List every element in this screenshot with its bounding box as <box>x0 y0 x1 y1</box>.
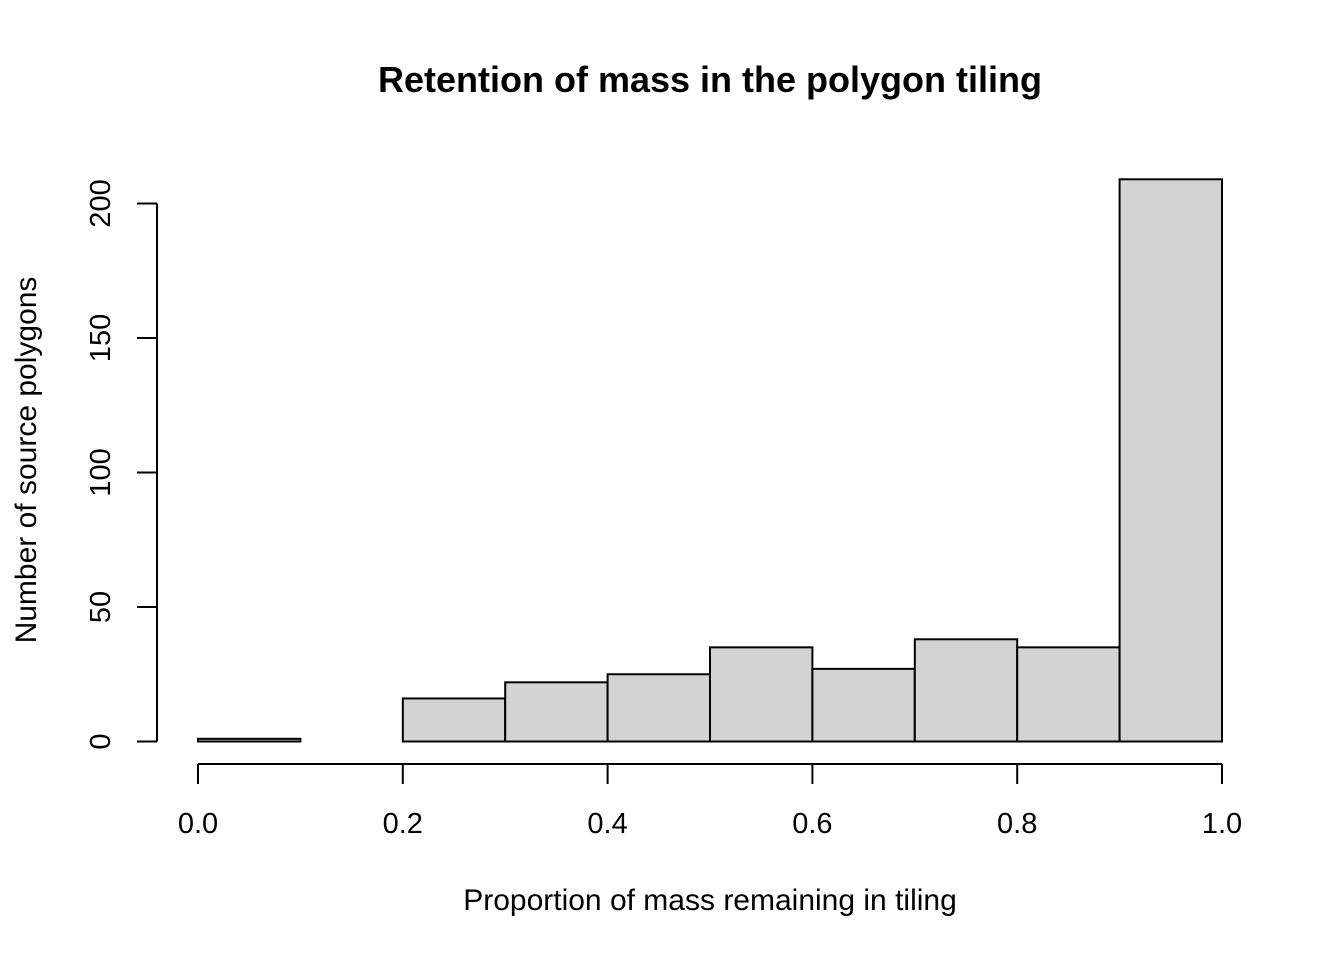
bars-group <box>197 178 1223 743</box>
x-tick-label: 0.6 <box>792 808 832 840</box>
x-tick-label: 0.2 <box>383 808 423 840</box>
y-tick-label: 200 <box>85 179 117 227</box>
histogram-bar <box>401 697 507 743</box>
y-tick-label: 100 <box>85 448 117 496</box>
histogram-bar <box>504 681 609 743</box>
chart-title: Retention of mass in the polygon tiling <box>378 59 1042 100</box>
x-tick-label: 0.0 <box>178 808 218 840</box>
x-axis-label: Proportion of mass remaining in tiling <box>463 884 957 917</box>
y-axis: 0 50 100 150 200 <box>85 179 158 750</box>
histogram-bar <box>606 673 711 743</box>
y-tick-label: 50 <box>85 591 117 623</box>
x-tick-label: 0.8 <box>997 808 1037 840</box>
histogram-bar <box>913 638 1019 743</box>
y-tick-label: 150 <box>85 314 117 362</box>
x-tick-label: 1.0 <box>1202 808 1242 840</box>
y-tick-label: 0 <box>85 733 117 749</box>
histogram-bar <box>197 737 302 743</box>
x-axis: 0.0 0.2 0.4 0.6 0.8 1.0 <box>178 763 1242 840</box>
histogram-bar <box>1118 178 1223 743</box>
y-axis-label: Number of source polygons <box>10 277 43 644</box>
histogram-bar <box>709 646 814 743</box>
histogram-bar <box>1016 646 1121 743</box>
histogram-bar <box>811 667 916 743</box>
x-tick-label: 0.4 <box>587 808 627 840</box>
